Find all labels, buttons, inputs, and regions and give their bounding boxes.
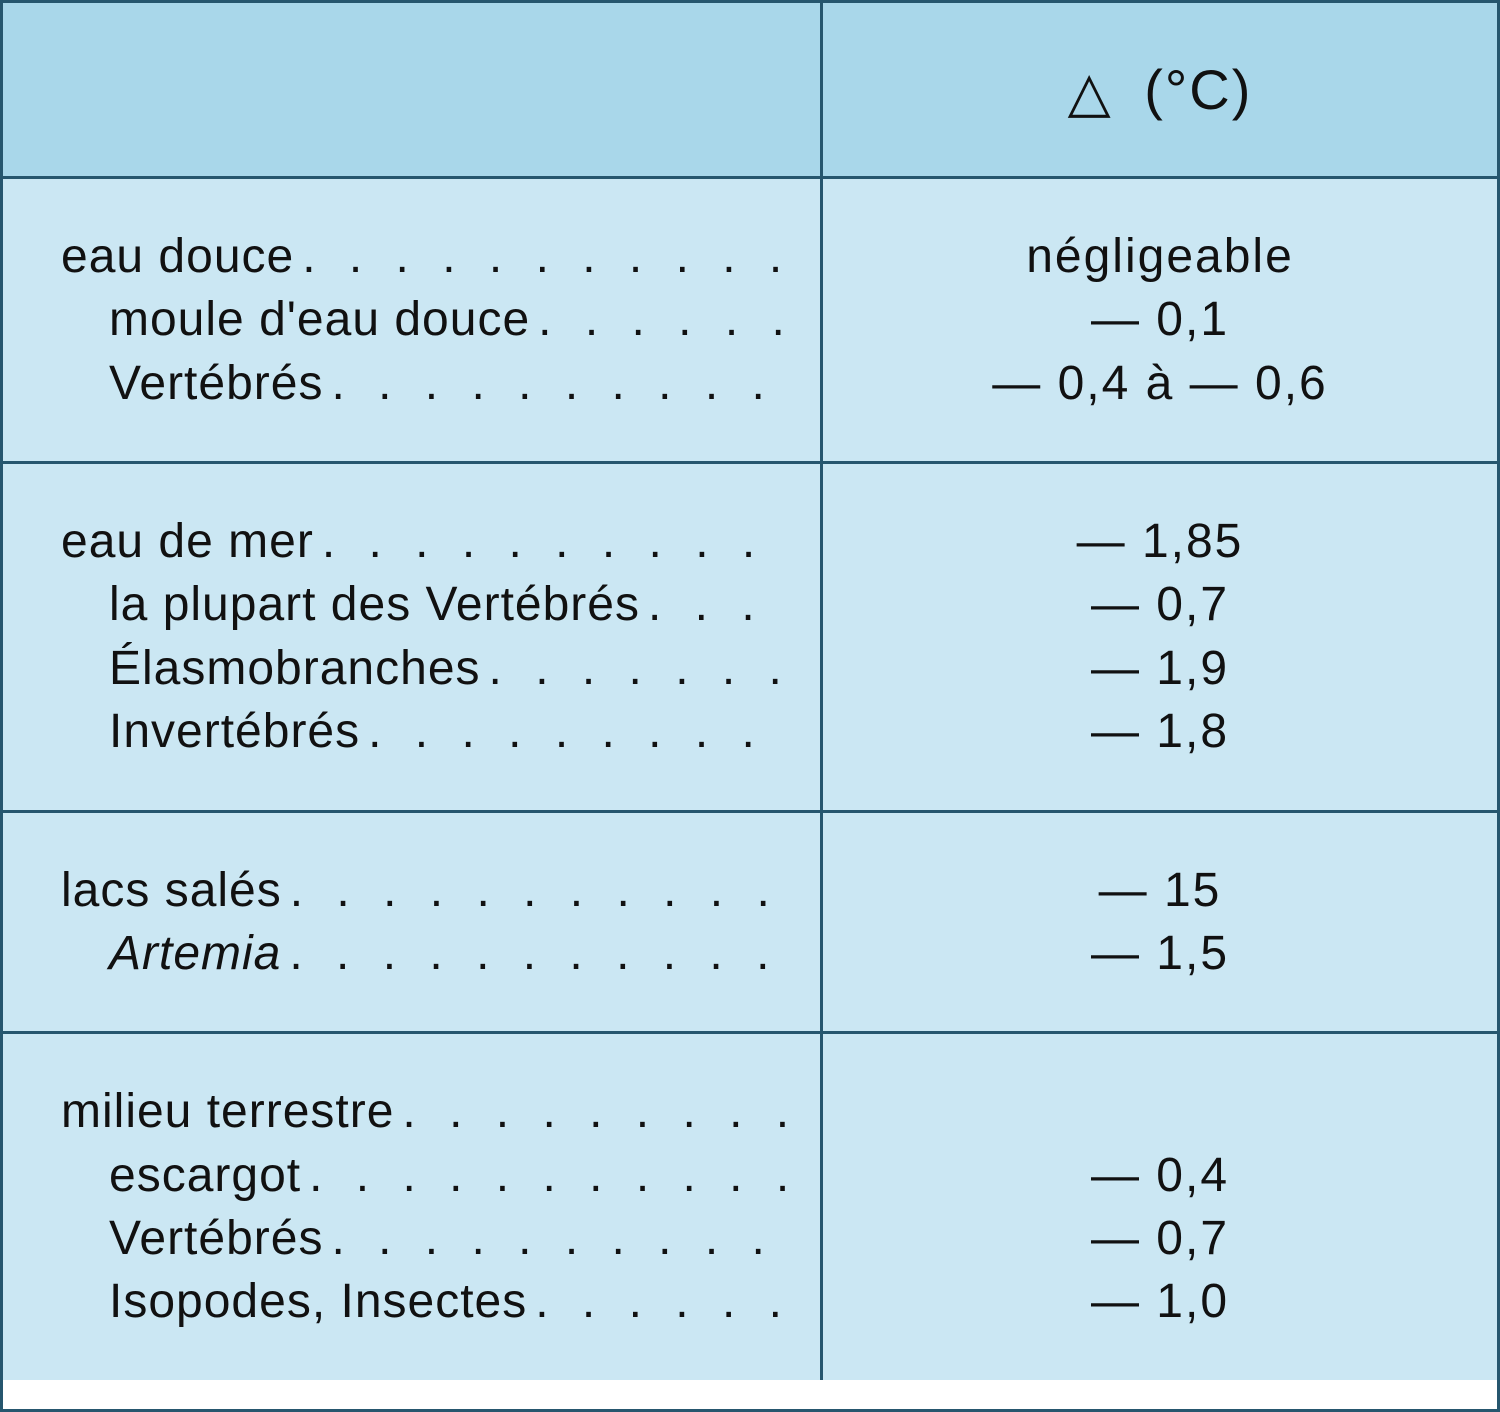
group-label-cell: eau de mer. . . . . . . . . . . . . . . … bbox=[3, 464, 823, 809]
label-line: Isopodes, Insectes. . . . . . . . . . . … bbox=[61, 1270, 790, 1333]
label-line: eau douce. . . . . . . . . . . . . . . .… bbox=[61, 225, 790, 288]
dot-leaders: . . . . . . . . . . . . . . . . . . . . … bbox=[535, 1270, 790, 1333]
label-line: milieu terrestre. . . . . . . . . . . . … bbox=[61, 1080, 790, 1143]
row-value: négligeable bbox=[863, 225, 1457, 288]
dot-leaders: . . . . . . . . . . . . . . . . . . . . … bbox=[368, 700, 790, 763]
dot-leaders: . . . . . . . . . . . . . . . . . . . . … bbox=[648, 573, 790, 636]
row-label: Vertébrés bbox=[109, 1207, 331, 1270]
table-group-row: eau douce. . . . . . . . . . . . . . . .… bbox=[3, 179, 1497, 464]
dot-leaders: . . . . . . . . . . . . . . . . . . . . … bbox=[309, 1144, 790, 1207]
row-label: moule d'eau douce bbox=[109, 288, 538, 351]
label-line: Élasmobranches. . . . . . . . . . . . . … bbox=[61, 637, 790, 700]
group-value-cell: —— 0,4— 0,7— 1,0 bbox=[823, 1034, 1497, 1379]
dot-leaders: . . . . . . . . . . . . . . . . . . . . … bbox=[402, 1080, 790, 1143]
label-line: escargot. . . . . . . . . . . . . . . . … bbox=[61, 1144, 790, 1207]
row-value: — 15 bbox=[863, 859, 1457, 922]
table-group-row: milieu terrestre. . . . . . . . . . . . … bbox=[3, 1034, 1497, 1379]
row-value: — 0,7 bbox=[863, 573, 1457, 636]
delta-unit: (°C) bbox=[1144, 58, 1252, 121]
row-value: — 1,0 bbox=[863, 1270, 1457, 1333]
header-left-cell bbox=[3, 3, 823, 176]
label-line: moule d'eau douce. . . . . . . . . . . .… bbox=[61, 288, 790, 351]
row-value: — 0,7 bbox=[863, 1207, 1457, 1270]
row-label: Invertébrés bbox=[109, 700, 368, 763]
group-value-cell: négligeable— 0,1— 0,4 à — 0,6 bbox=[823, 179, 1497, 461]
table-group-row: eau de mer. . . . . . . . . . . . . . . … bbox=[3, 464, 1497, 812]
row-label: milieu terrestre bbox=[61, 1080, 402, 1143]
dot-leaders: . . . . . . . . . . . . . . . . . . . . … bbox=[302, 225, 790, 288]
label-line: lacs salés. . . . . . . . . . . . . . . … bbox=[61, 859, 790, 922]
row-value: — 0,1 bbox=[863, 288, 1457, 351]
dot-leaders: . . . . . . . . . . . . . . . . . . . . … bbox=[289, 922, 790, 985]
row-value: — 1,9 bbox=[863, 637, 1457, 700]
row-label: escargot bbox=[109, 1144, 309, 1207]
label-line: eau de mer. . . . . . . . . . . . . . . … bbox=[61, 510, 790, 573]
table-group-row: lacs salés. . . . . . . . . . . . . . . … bbox=[3, 813, 1497, 1035]
dot-leaders: . . . . . . . . . . . . . . . . . . . . … bbox=[290, 859, 790, 922]
group-value-cell: — 1,85— 0,7— 1,9— 1,8 bbox=[823, 464, 1497, 809]
row-label: eau douce bbox=[61, 225, 302, 288]
label-line: Artemia. . . . . . . . . . . . . . . . .… bbox=[61, 922, 790, 985]
row-label: lacs salés bbox=[61, 859, 290, 922]
row-value: — 1,85 bbox=[863, 510, 1457, 573]
label-line: Invertébrés. . . . . . . . . . . . . . .… bbox=[61, 700, 790, 763]
delta-symbol: △ bbox=[1068, 60, 1127, 125]
dot-leaders: . . . . . . . . . . . . . . . . . . . . … bbox=[538, 288, 790, 351]
row-value: — 0,4 bbox=[863, 1144, 1457, 1207]
label-line: Vertébrés. . . . . . . . . . . . . . . .… bbox=[61, 1207, 790, 1270]
row-value: — 1,5 bbox=[863, 922, 1457, 985]
table-header-row: △ (°C) bbox=[3, 3, 1497, 179]
dot-leaders: . . . . . . . . . . . . . . . . . . . . … bbox=[331, 352, 790, 415]
row-label: eau de mer bbox=[61, 510, 322, 573]
row-label: Vertébrés bbox=[109, 352, 331, 415]
group-label-cell: lacs salés. . . . . . . . . . . . . . . … bbox=[3, 813, 823, 1032]
row-label: la plupart des Vertébrés bbox=[109, 573, 648, 636]
osmotic-table: △ (°C) eau douce. . . . . . . . . . . . … bbox=[0, 0, 1500, 1412]
dot-leaders: . . . . . . . . . . . . . . . . . . . . … bbox=[489, 637, 790, 700]
row-value: — 0,4 à — 0,6 bbox=[863, 352, 1457, 415]
row-label: Élasmobranches bbox=[109, 637, 489, 700]
label-line: Vertébrés. . . . . . . . . . . . . . . .… bbox=[61, 352, 790, 415]
dot-leaders: . . . . . . . . . . . . . . . . . . . . … bbox=[331, 1207, 790, 1270]
header-delta-label: △ (°C) bbox=[1068, 57, 1253, 123]
dot-leaders: . . . . . . . . . . . . . . . . . . . . … bbox=[322, 510, 790, 573]
group-label-cell: milieu terrestre. . . . . . . . . . . . … bbox=[3, 1034, 823, 1379]
row-value: — 1,8 bbox=[863, 700, 1457, 763]
row-label: Isopodes, Insectes bbox=[109, 1270, 535, 1333]
row-label: Artemia bbox=[109, 922, 289, 985]
group-value-cell: — 15— 1,5 bbox=[823, 813, 1497, 1032]
header-right-cell: △ (°C) bbox=[823, 3, 1497, 176]
label-line: la plupart des Vertébrés. . . . . . . . … bbox=[61, 573, 790, 636]
group-label-cell: eau douce. . . . . . . . . . . . . . . .… bbox=[3, 179, 823, 461]
